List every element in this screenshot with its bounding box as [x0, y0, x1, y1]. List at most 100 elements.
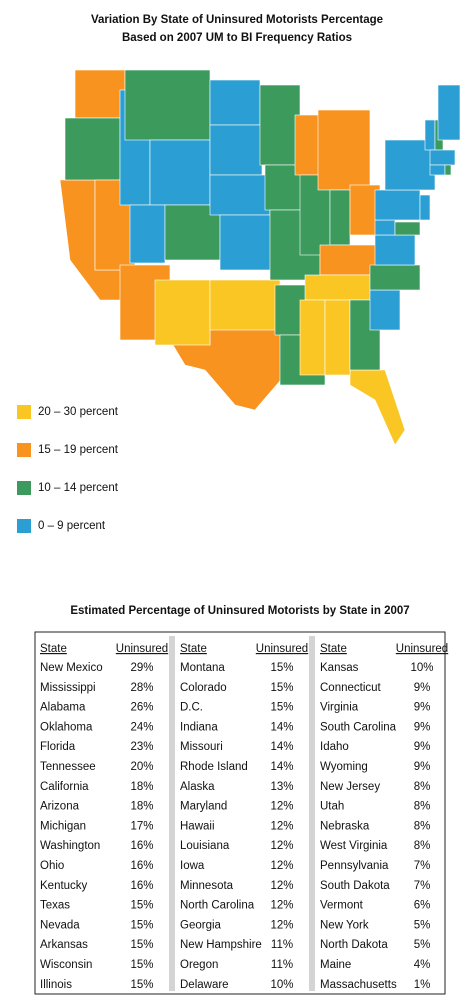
value-cell: 23% [130, 741, 153, 753]
state [394, 221, 421, 236]
value-cell: 12% [270, 900, 293, 912]
state-cell: South Carolina [320, 721, 397, 733]
state [369, 264, 421, 291]
value-cell: 18% [130, 781, 153, 793]
value-cell: 15% [270, 702, 293, 714]
value-cell: 15% [130, 939, 153, 951]
value-cell: 1% [414, 979, 431, 991]
value-cell: 14% [270, 721, 293, 733]
state-cell: Illinois [40, 979, 72, 991]
legend-swatch [17, 405, 31, 419]
state-cell: Colorado [180, 682, 227, 694]
value-cell: 4% [414, 959, 431, 971]
state-cell: Virginia [320, 702, 359, 714]
state-cell: Iowa [180, 860, 205, 872]
value-cell: 7% [414, 860, 431, 872]
state [369, 289, 401, 331]
value-cell: 17% [130, 820, 153, 832]
value-cell: 12% [270, 880, 293, 892]
header-cell: Uninsured [116, 643, 168, 655]
state [374, 189, 421, 221]
state-cell: New Hampshire [180, 939, 262, 951]
value-cell: 12% [270, 840, 293, 852]
state [419, 194, 431, 221]
state [424, 119, 436, 151]
state-cell: Texas [40, 900, 70, 912]
value-cell: 8% [414, 820, 431, 832]
column-separator [169, 636, 175, 991]
state-cell: Mississippi [40, 682, 96, 694]
state [209, 174, 271, 216]
value-cell: 15% [130, 900, 153, 912]
state [64, 117, 121, 181]
state-cell: Oklahoma [40, 721, 93, 733]
value-cell: 7% [414, 880, 431, 892]
state-cell: West Virginia [320, 840, 388, 852]
state-cell: Indiana [180, 721, 218, 733]
value-cell: 24% [130, 721, 153, 733]
state [304, 274, 381, 301]
state [129, 204, 166, 264]
state [299, 299, 326, 376]
value-cell: 15% [270, 682, 293, 694]
value-cell: 12% [270, 919, 293, 931]
state-cell: North Carolina [180, 900, 255, 912]
state-cell: Missouri [180, 741, 223, 753]
state-cell: Hawaii [180, 820, 215, 832]
legend-swatch [17, 443, 31, 457]
state-cell: Utah [320, 801, 344, 813]
state [209, 124, 263, 176]
state-cell: Maryland [180, 801, 227, 813]
state-cell: South Dakota [320, 880, 390, 892]
value-cell: 9% [414, 702, 431, 714]
value-cell: 9% [414, 721, 431, 733]
state [74, 69, 126, 119]
state-cell: Kentucky [40, 880, 88, 892]
state [329, 189, 351, 246]
state [219, 214, 276, 271]
state [209, 79, 261, 126]
value-cell: 10% [270, 979, 293, 991]
state [317, 109, 371, 191]
state [437, 84, 461, 141]
state [209, 279, 281, 331]
state [429, 164, 446, 176]
state-cell: Minnesota [180, 880, 234, 892]
header-cell: Uninsured [396, 643, 448, 655]
value-cell: 11% [271, 939, 293, 951]
state-cell: Massachusetts [320, 979, 397, 991]
value-cell: 12% [270, 820, 293, 832]
value-cell: 9% [414, 761, 431, 773]
state-cell: Arizona [40, 801, 80, 813]
state-cell: Idaho [320, 741, 349, 753]
header-cell: Uninsured [256, 643, 308, 655]
state-cell: Rhode Island [180, 761, 248, 773]
value-cell: 8% [414, 781, 431, 793]
value-cell: 8% [414, 840, 431, 852]
value-cell: 15% [130, 979, 153, 991]
value-cell: 15% [130, 919, 153, 931]
map-subtitle: Based on 2007 UM to BI Frequency Ratios [122, 32, 352, 44]
legend-swatch [17, 481, 31, 495]
state-cell: D.C. [180, 702, 203, 714]
value-cell: 15% [130, 959, 153, 971]
value-cell: 28% [130, 682, 153, 694]
state-cell: Kansas [320, 662, 359, 674]
legend-label: 0 – 9 percent [38, 520, 106, 532]
value-cell: 16% [130, 840, 153, 852]
map-title: Variation By State of Uninsured Motorist… [91, 14, 383, 26]
state [154, 279, 211, 346]
state-cell: Ohio [40, 860, 64, 872]
value-cell: 9% [414, 682, 431, 694]
state [374, 234, 416, 266]
us-map [59, 69, 461, 446]
state-cell: Vermont [320, 900, 364, 912]
legend-label: 10 – 14 percent [38, 482, 119, 494]
value-cell: 12% [270, 801, 293, 813]
state [374, 219, 396, 236]
state-cell: Oregon [180, 959, 218, 971]
header-cell: State [320, 643, 347, 655]
state-cell: Nebraska [320, 820, 370, 832]
state-cell: Pennsylvania [320, 860, 389, 872]
